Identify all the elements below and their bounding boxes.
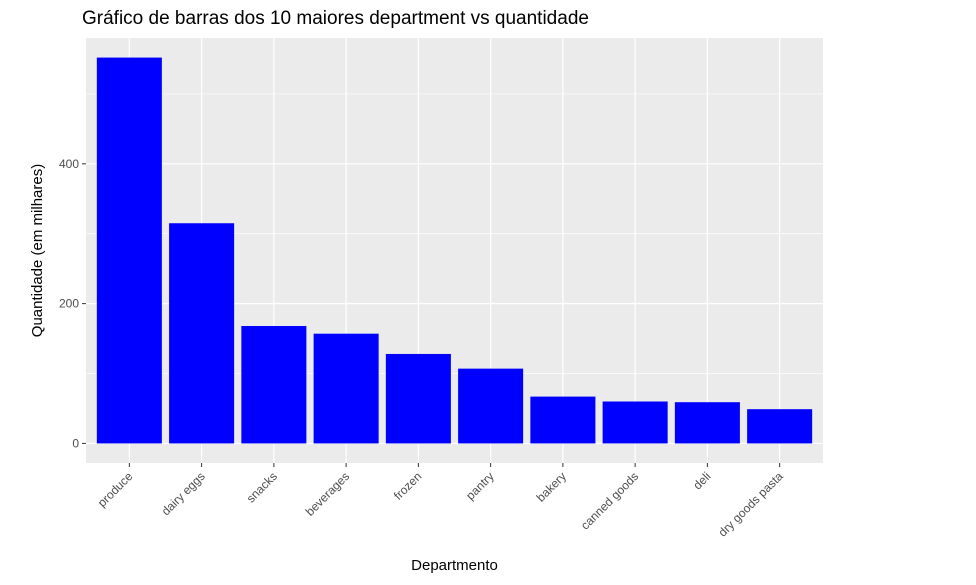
x-tick-label: bakery — [534, 469, 569, 504]
x-axis: produce dairy eggs snacks beverages frozen pa… — [95, 463, 786, 540]
bar — [169, 223, 235, 444]
bar — [530, 396, 596, 444]
x-tick-label: produce — [95, 469, 136, 510]
chart-title: Gráfico de barras dos 10 maiores departm… — [82, 8, 589, 29]
bars — [96, 57, 813, 444]
x-tick-label: pantry — [463, 469, 496, 502]
bar — [313, 333, 379, 444]
y-tick-label: 0 — [72, 436, 79, 450]
bar — [458, 368, 524, 444]
bar — [96, 57, 162, 444]
bar — [385, 353, 451, 444]
y-axis: 0 200 400 — [59, 157, 86, 450]
x-tick-label: beverages — [303, 469, 353, 519]
bar — [241, 325, 307, 444]
bar — [747, 409, 813, 444]
x-tick-label: deli — [690, 469, 713, 492]
x-tick-label: snacks — [244, 469, 280, 505]
x-tick-label: frozen — [391, 469, 424, 502]
x-tick-label: canned goods — [578, 469, 641, 532]
x-tick-label: dairy eggs — [159, 469, 208, 518]
y-axis-title: Quantidade (em milhares) — [29, 164, 46, 337]
x-tick-label: dry goods pasta — [715, 469, 786, 540]
bar — [602, 401, 668, 444]
x-axis-title: Departmento — [411, 557, 498, 574]
bar — [674, 402, 740, 444]
y-tick-label: 400 — [59, 157, 79, 171]
y-tick-label: 200 — [59, 297, 79, 311]
